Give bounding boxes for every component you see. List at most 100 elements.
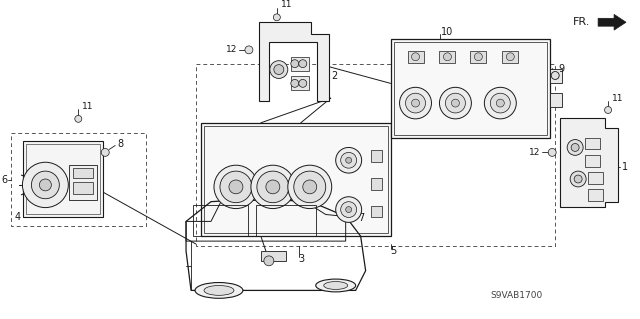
Text: 4: 4 (14, 212, 20, 222)
Polygon shape (560, 118, 618, 207)
Bar (74, 182, 93, 194)
Bar (371, 151, 381, 162)
Circle shape (399, 87, 431, 119)
Circle shape (291, 60, 299, 68)
Bar (390, 39, 550, 137)
Bar (24, 141, 103, 218)
Text: 11: 11 (83, 101, 94, 111)
Circle shape (245, 46, 253, 54)
Bar (408, 51, 424, 63)
Polygon shape (598, 14, 626, 30)
Circle shape (567, 140, 583, 155)
Text: 10: 10 (440, 27, 452, 37)
Circle shape (274, 65, 284, 75)
Ellipse shape (324, 282, 348, 289)
Bar (502, 51, 518, 63)
Circle shape (484, 87, 516, 119)
Bar (371, 178, 381, 190)
Circle shape (303, 180, 317, 194)
Circle shape (229, 180, 243, 194)
Circle shape (31, 171, 60, 199)
Circle shape (257, 171, 289, 203)
Circle shape (264, 256, 274, 266)
Bar (26, 144, 100, 214)
Circle shape (336, 197, 362, 222)
Circle shape (270, 61, 288, 78)
Bar (291, 57, 308, 70)
Bar (196, 64, 555, 246)
Circle shape (220, 171, 252, 203)
Circle shape (406, 93, 426, 113)
Text: 11: 11 (281, 0, 292, 9)
Circle shape (440, 87, 472, 119)
Bar (261, 251, 286, 261)
Bar (193, 204, 248, 236)
Circle shape (22, 162, 68, 208)
Circle shape (506, 53, 515, 61)
Text: 8: 8 (117, 138, 124, 149)
Circle shape (451, 99, 460, 107)
Circle shape (605, 107, 612, 114)
Circle shape (101, 148, 109, 156)
Text: FR.: FR. (573, 17, 590, 27)
Circle shape (75, 115, 82, 122)
Circle shape (336, 147, 362, 173)
Circle shape (294, 171, 326, 203)
Circle shape (299, 79, 307, 87)
Text: 1: 1 (622, 162, 628, 172)
Bar (256, 204, 316, 236)
Polygon shape (259, 22, 329, 101)
Circle shape (299, 60, 307, 68)
Bar (440, 51, 456, 63)
Bar (74, 168, 93, 178)
Circle shape (291, 79, 299, 87)
Circle shape (548, 148, 556, 156)
Text: 12: 12 (529, 148, 540, 157)
Circle shape (412, 99, 419, 107)
Ellipse shape (204, 286, 234, 295)
Text: 12: 12 (225, 45, 237, 54)
Text: 7: 7 (358, 213, 365, 223)
Circle shape (214, 165, 258, 209)
Bar (201, 123, 390, 236)
Circle shape (551, 71, 559, 79)
Text: 5: 5 (390, 246, 397, 256)
Bar (12, 133, 146, 226)
Bar (588, 172, 603, 184)
Circle shape (412, 53, 419, 61)
Bar (291, 77, 308, 90)
Circle shape (497, 99, 504, 107)
Text: 2: 2 (332, 71, 338, 81)
Circle shape (40, 179, 51, 191)
Text: 9: 9 (558, 63, 564, 74)
Bar (204, 126, 388, 233)
Text: S9VAB1700: S9VAB1700 (490, 291, 543, 300)
Circle shape (251, 165, 295, 209)
Circle shape (570, 171, 586, 187)
Circle shape (266, 180, 280, 194)
Circle shape (490, 93, 510, 113)
Bar (69, 165, 97, 200)
Circle shape (474, 53, 483, 61)
Circle shape (346, 207, 351, 212)
Circle shape (444, 53, 451, 61)
Bar (394, 42, 547, 135)
Circle shape (288, 165, 332, 209)
Circle shape (574, 175, 582, 183)
Circle shape (571, 144, 579, 152)
Text: 11: 11 (612, 94, 623, 103)
Bar (585, 137, 600, 149)
Circle shape (340, 152, 356, 168)
Bar (550, 69, 562, 83)
Circle shape (445, 93, 465, 113)
Bar (371, 206, 381, 218)
Bar (588, 189, 603, 201)
Circle shape (340, 202, 356, 218)
Bar (585, 155, 600, 167)
Circle shape (346, 157, 351, 163)
Bar (550, 93, 562, 107)
Text: 6: 6 (1, 175, 8, 185)
Text: 3: 3 (299, 254, 305, 264)
Ellipse shape (316, 279, 356, 292)
Bar (470, 51, 486, 63)
